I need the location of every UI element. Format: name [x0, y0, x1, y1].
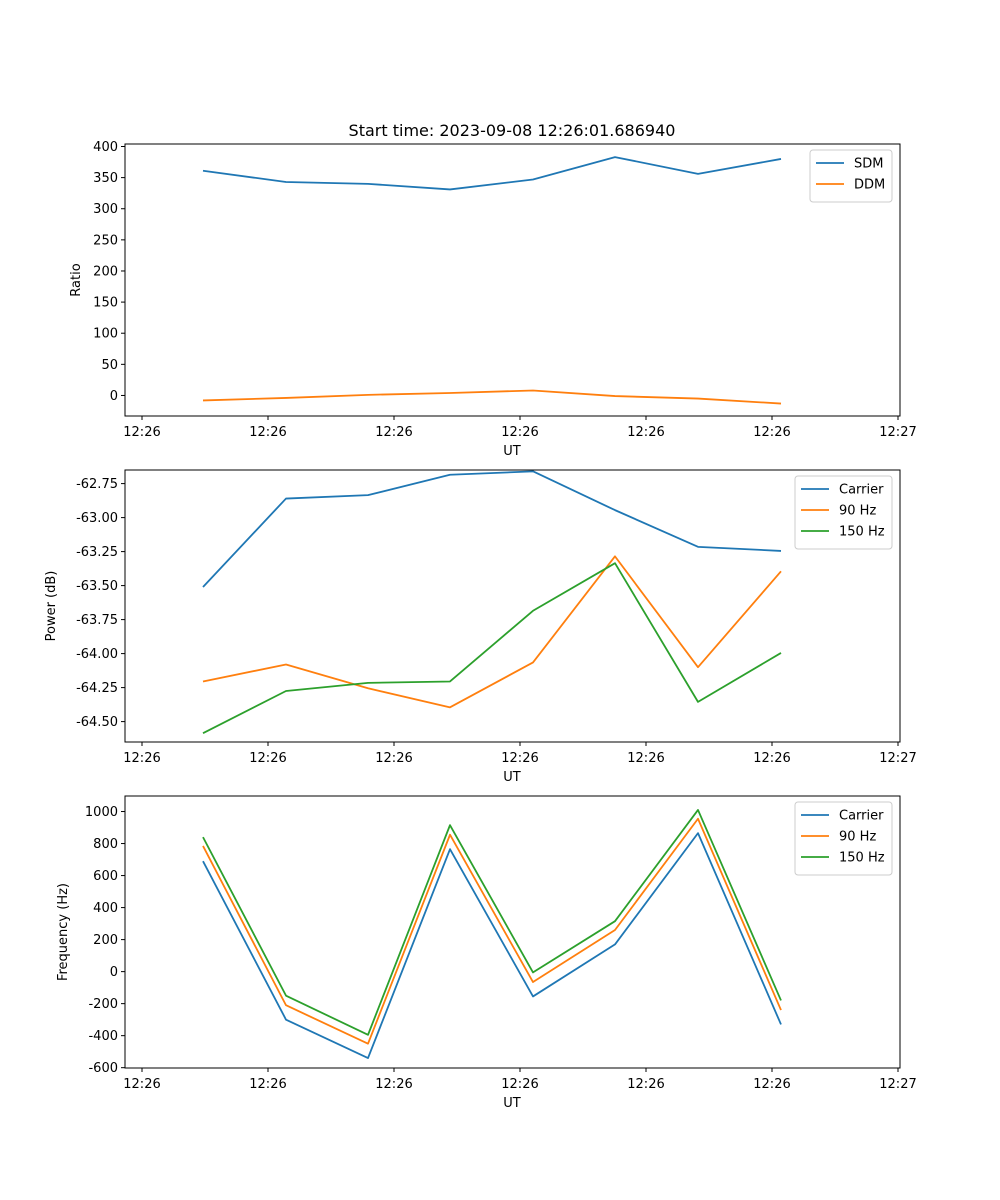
x-tick-label: 12:26 — [249, 425, 286, 440]
series-line-sdm — [202, 156, 782, 191]
y-tick-label: 50 — [101, 358, 118, 373]
x-tick-label: 12:26 — [375, 1077, 412, 1092]
series-line-150-hz — [202, 809, 782, 1036]
legend-label: 90 Hz — [839, 504, 876, 519]
y-tick-label: 350 — [93, 171, 118, 186]
x-tick-label: 12:27 — [879, 425, 916, 440]
y-tick-label: -63.75 — [76, 613, 118, 628]
y-tick-label: 200 — [93, 933, 118, 948]
legend-label: 150 Hz — [839, 525, 885, 540]
legend-label: SDM — [854, 157, 883, 172]
y-axis-label: Ratio — [69, 263, 84, 296]
y-axis-label: Frequency (Hz) — [56, 883, 71, 981]
subplot-2: -62.75 -63.00 -63.25 -63.50 -63.75 -64.00 -64.… — [44, 469, 917, 785]
x-tick-label: 12:26 — [249, 751, 286, 766]
chart-title: Start time: 2023-09-08 12:26:01.686940 — [349, 121, 676, 140]
y-tick-label: 200 — [93, 264, 118, 279]
subplot-1: 0 50 100 150 200 250 300 350 400 12:26 12:26 12:26 1… — [69, 140, 917, 459]
y-tick-label: 400 — [93, 901, 118, 916]
y-tick-label: -600 — [88, 1061, 118, 1076]
y-tick-label: -64.25 — [76, 681, 118, 696]
x-tick-label: 12:26 — [627, 425, 664, 440]
y-tick-label: 800 — [93, 837, 118, 852]
x-tick-label: 12:26 — [501, 751, 538, 766]
y-tick-label: -63.25 — [76, 545, 118, 560]
legend: Carrier 90 Hz 150 Hz — [794, 801, 893, 876]
x-axis-label: UT — [503, 770, 521, 785]
x-tick-label: 12:26 — [753, 425, 790, 440]
x-tick-label: 12:26 — [627, 1077, 664, 1092]
series-line-carrier — [202, 832, 782, 1059]
legend: Carrier 90 Hz 150 Hz — [794, 475, 893, 550]
y-tick-label: 400 — [93, 140, 118, 155]
x-tick-label: 12:27 — [879, 1077, 916, 1092]
series-line-150-hz — [202, 562, 782, 734]
series-line-90-hz — [202, 817, 782, 1045]
legend-label: Carrier — [839, 483, 884, 498]
subplot-3: -600 -400 -200 0 200 400 600 800 1000 12:26 12:26 1… — [56, 795, 917, 1111]
x-tick-label: 12:26 — [627, 751, 664, 766]
y-tick-label: 1000 — [85, 805, 118, 820]
x-axis-label: UT — [503, 444, 521, 459]
series-line-90-hz — [202, 555, 782, 709]
axes-frame — [124, 143, 901, 417]
y-tick-label: -64.00 — [76, 647, 118, 662]
series-line-ddm — [202, 389, 782, 405]
y-tick-label: 0 — [110, 389, 118, 404]
y-tick-label: -200 — [88, 997, 118, 1012]
x-tick-label: 12:26 — [753, 1077, 790, 1092]
y-tick-label: 100 — [93, 327, 118, 342]
y-tick-label: -63.00 — [76, 511, 118, 526]
y-tick-label: 300 — [93, 202, 118, 217]
legend: SDM DDM — [809, 149, 893, 203]
y-tick-label: 600 — [93, 869, 118, 884]
y-tick-label: 250 — [93, 233, 118, 248]
axes-frame — [124, 795, 901, 1069]
x-tick-label: 12:26 — [753, 751, 790, 766]
x-tick-label: 12:26 — [249, 1077, 286, 1092]
legend-label: 150 Hz — [839, 851, 885, 866]
y-tick-label: 150 — [93, 296, 118, 311]
x-tick-label: 12:26 — [123, 1077, 160, 1092]
x-tick-label: 12:26 — [501, 1077, 538, 1092]
legend-label: DDM — [854, 178, 885, 193]
y-tick-label: -400 — [88, 1029, 118, 1044]
x-tick-label: 12:27 — [879, 751, 916, 766]
legend-label: Carrier — [839, 809, 884, 824]
x-tick-label: 12:26 — [375, 425, 412, 440]
x-tick-label: 12:26 — [501, 425, 538, 440]
x-tick-label: 12:26 — [123, 425, 160, 440]
y-tick-label: -62.75 — [76, 477, 118, 492]
legend-label: 90 Hz — [839, 830, 876, 845]
y-tick-label: -64.50 — [76, 715, 118, 730]
y-tick-label: 0 — [110, 965, 118, 980]
series-line-carrier — [202, 470, 782, 588]
axes-frame — [124, 469, 901, 743]
x-axis-label: UT — [503, 1096, 521, 1111]
y-tick-label: -63.50 — [76, 579, 118, 594]
x-tick-label: 12:26 — [123, 751, 160, 766]
x-tick-label: 12:26 — [375, 751, 412, 766]
y-axis-label: Power (dB) — [44, 571, 59, 642]
